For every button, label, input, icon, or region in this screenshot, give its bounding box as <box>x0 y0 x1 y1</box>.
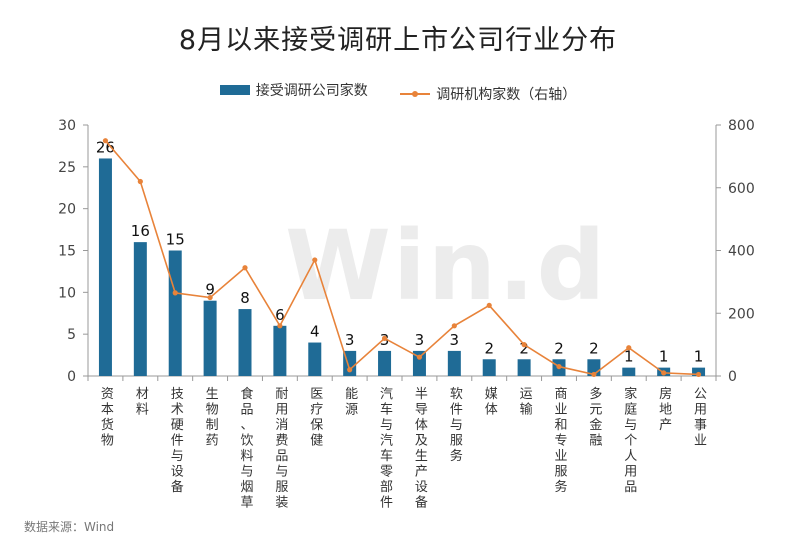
chart-title: 8月以来接受调研上市公司行业分布 <box>178 25 618 56</box>
x-tick-label: 多元金融 <box>589 386 602 449</box>
line-point <box>242 265 248 271</box>
legend-line-swatch <box>400 91 431 97</box>
line-point <box>347 367 353 373</box>
x-tick-label: 能源 <box>345 387 358 418</box>
line-point <box>312 257 318 263</box>
x-tick-label: 汽车与汽车零部件 <box>380 387 393 511</box>
bar <box>133 242 147 376</box>
y-right-tick-label: 200 <box>728 306 755 322</box>
bar <box>692 367 706 376</box>
bar-value-label: 2 <box>484 339 494 357</box>
bar-value-label: 6 <box>275 306 285 324</box>
bar-value-label: 1 <box>659 348 669 366</box>
x-tick-label: 家庭与个人用品 <box>624 386 637 495</box>
x-tick-label: 资本货物 <box>101 387 114 449</box>
bar <box>98 158 112 376</box>
bar-value-label: 3 <box>415 331 425 349</box>
y-left-tick-label: 20 <box>58 202 76 218</box>
line-point <box>137 178 143 185</box>
x-tick-label: 医疗保健 <box>310 387 323 449</box>
bar-value-label: 3 <box>450 331 460 349</box>
watermark: Win.d <box>285 210 608 322</box>
legend-item-bar: 接受调研公司家数 <box>219 80 368 100</box>
x-tick-label: 运输 <box>520 387 533 418</box>
y-left-tick-label: 5 <box>67 327 76 343</box>
y-right-tick-label: 0 <box>728 369 737 385</box>
x-tick-label: 生物制药 <box>206 387 219 449</box>
bar <box>203 300 217 376</box>
x-tick-label: 软件与服务 <box>450 387 463 464</box>
y-left-tick-label: 30 <box>58 118 76 134</box>
bar-value-label: 3 <box>345 331 355 349</box>
bar-value-label: 8 <box>240 289 250 307</box>
line-point <box>416 354 423 360</box>
line-point <box>626 345 632 351</box>
bar <box>482 359 496 376</box>
y-right-tick-label: 400 <box>728 244 755 260</box>
bar <box>622 367 636 376</box>
legend: 接受调研公司家数 调研机构家数（右轴） <box>0 80 796 104</box>
bar-value-label: 2 <box>519 339 529 357</box>
line-point <box>556 363 562 370</box>
legend-bar-label: 接受调研公司家数 <box>255 83 368 99</box>
bar <box>517 359 531 376</box>
x-tick-label: 半导体及生产设备 <box>415 387 428 511</box>
line-point <box>591 371 597 378</box>
line-point <box>486 302 492 309</box>
bar <box>308 342 322 376</box>
x-tick-label: 技术硬件与设备 <box>171 387 184 495</box>
line-point <box>172 290 178 296</box>
bar-value-label: 2 <box>589 339 599 357</box>
x-tick-label: 公用事业 <box>694 387 707 449</box>
line-point <box>207 294 213 301</box>
x-tick-label: 商业和专业服务 <box>554 387 567 495</box>
x-tick-label: 媒体 <box>485 387 498 418</box>
y-left-tick-label: 0 <box>67 369 76 385</box>
line-point <box>451 323 457 329</box>
bar-value-label: 16 <box>131 222 150 240</box>
y-right-tick-label: 800 <box>728 118 755 134</box>
line-point <box>521 342 527 348</box>
legend-line-label: 调研机构家数（右轴） <box>436 87 577 103</box>
bar-value-label: 4 <box>310 323 320 341</box>
bar <box>168 250 182 376</box>
bar <box>447 350 461 376</box>
line-point <box>381 335 388 341</box>
y-right-tick-label: 600 <box>728 181 755 197</box>
bar-value-label: 26 <box>96 138 115 156</box>
legend-item-line: 调研机构家数（右轴） <box>400 84 576 104</box>
bar <box>273 325 287 376</box>
y-left-tick-label: 15 <box>58 244 76 260</box>
x-tick-label: 耐用消费品与服装 <box>275 387 288 511</box>
line-point <box>102 138 109 144</box>
bar-value-label: 15 <box>166 231 185 249</box>
bar-value-label: 1 <box>694 348 704 366</box>
bar <box>378 350 392 376</box>
line-point <box>661 370 667 376</box>
bar-value-label: 9 <box>205 281 215 299</box>
line-point <box>695 371 702 378</box>
source-note: 数据来源：Wind <box>24 520 115 534</box>
bar <box>238 309 252 376</box>
line-series <box>104 140 699 376</box>
bar <box>412 350 426 376</box>
y-left-tick-label: 10 <box>58 285 76 301</box>
x-tick-label: 食品、饮料与烟草 <box>240 386 253 511</box>
bar-value-label: 2 <box>554 339 564 357</box>
x-tick-label: 材料 <box>136 387 149 418</box>
bar-value-label: 1 <box>624 348 634 366</box>
x-tick-label: 房地产 <box>659 386 672 433</box>
line-point <box>277 323 283 329</box>
legend-bar-swatch <box>219 85 250 95</box>
y-left-tick-label: 25 <box>58 160 76 176</box>
